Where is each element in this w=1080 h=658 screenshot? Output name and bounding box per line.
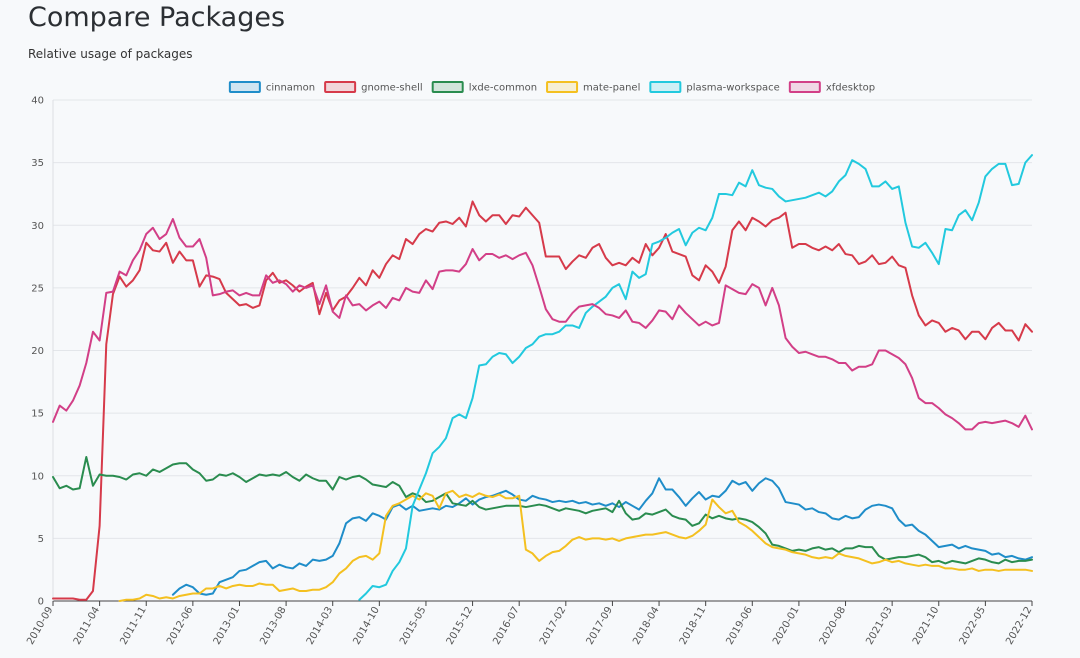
legend-swatch (228, 81, 261, 93)
legend-item-lxde-common[interactable]: lxde-common (431, 81, 537, 94)
legend-swatch (431, 81, 464, 93)
x-tick-label: 2022-12 (1004, 605, 1034, 647)
x-tick-label: 2013-01 (212, 605, 242, 647)
y-tick-label: 0 (38, 597, 44, 608)
series-line-xfdesktop (52, 217, 1033, 431)
series-lines (52, 154, 1033, 602)
series-line-gnome-shell (52, 200, 1033, 601)
series-line-plasma-workspace (358, 154, 1033, 601)
legend-label: cinnamon (266, 83, 315, 94)
x-tick-label: 2015-05 (398, 605, 428, 647)
x-tick-label: 2010-09 (25, 605, 55, 647)
legend-swatch (649, 81, 682, 93)
legend-swatch (788, 81, 821, 93)
legend-label: xfdesktop (826, 83, 875, 94)
y-tick-label: 20 (31, 346, 44, 357)
page-subtitle: Relative usage of packages (28, 47, 193, 61)
x-tick-label: 2016-07 (491, 605, 521, 647)
legend-item-mate-panel[interactable]: mate-panel (546, 81, 640, 94)
y-tick-label: 25 (31, 283, 44, 294)
legend-swatch (546, 81, 579, 93)
x-tick-label: 2015-12 (445, 605, 475, 647)
y-tick-label: 40 (31, 96, 44, 107)
series-line-cinnamon (171, 477, 1033, 596)
legend-label: gnome-shell (361, 83, 423, 94)
x-tick-label: 2017-02 (538, 605, 568, 647)
page-title: Compare Packages (28, 2, 286, 33)
x-tick-label: 2021-03 (864, 605, 894, 647)
y-tick-label: 30 (31, 221, 44, 232)
legend-item-xfdesktop[interactable]: xfdesktop (788, 81, 875, 94)
legend[interactable]: cinnamon gnome-shell lxde-common mate-panel… (228, 81, 875, 94)
x-tick-label: 2022-05 (958, 605, 988, 647)
axes: 0 5 10 15 20 25 30 35 40 2010-09 2011-04 2011-11 201… (25, 96, 1034, 647)
x-tick-label: 2021-10 (911, 605, 941, 647)
y-tick-label: 35 (31, 158, 44, 169)
x-tick-label: 2014-03 (305, 605, 335, 647)
x-tick-label: 2012-06 (165, 605, 195, 647)
x-tick-label: 2011-11 (118, 605, 148, 647)
series-line-mate-panel (118, 489, 1033, 602)
legend-label: mate-panel (583, 83, 640, 94)
x-tick-label: 2014-10 (352, 605, 382, 647)
x-tick-label: 2018-04 (631, 605, 661, 647)
x-tick-label: 2018-11 (678, 605, 708, 647)
legend-label: lxde-common (469, 83, 537, 94)
legend-item-plasma-workspace[interactable]: plasma-workspace (649, 81, 780, 94)
x-tick-label: 2013-08 (258, 605, 288, 647)
grid-lines (53, 99, 1032, 602)
x-tick-label: 2017-09 (585, 605, 615, 647)
y-tick-label: 15 (31, 409, 44, 420)
legend-item-gnome-shell[interactable]: gnome-shell (324, 81, 423, 94)
y-tick-label: 5 (38, 534, 44, 545)
x-tick-label: 2019-06 (724, 605, 754, 647)
legend-label: plasma-workspace (686, 83, 779, 94)
y-tick-label: 10 (31, 471, 44, 482)
legend-swatch (324, 81, 357, 93)
x-tick-label: 2020-01 (771, 605, 801, 647)
legend-item-cinnamon[interactable]: cinnamon (228, 81, 315, 94)
x-tick-label: 2020-08 (818, 605, 848, 647)
x-tick-label: 2011-04 (72, 605, 102, 647)
series-line-lxde-common (52, 455, 1033, 565)
